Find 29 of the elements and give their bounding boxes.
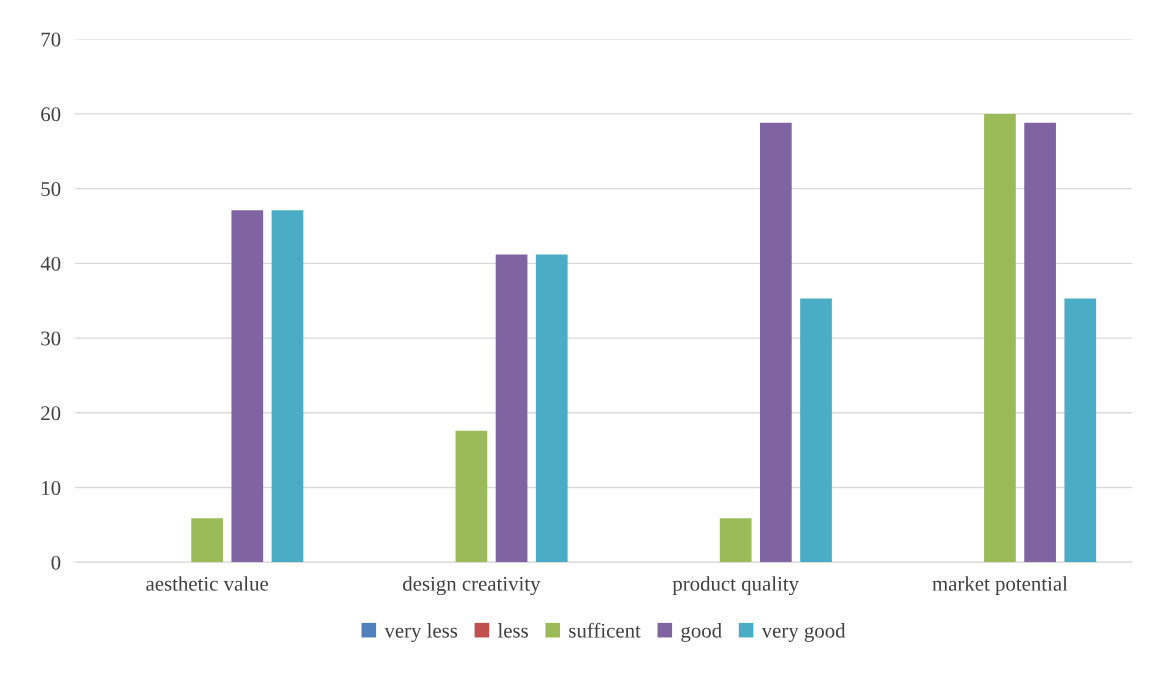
y-tick-label: 40 bbox=[40, 256, 61, 271]
y-tick-label: 60 bbox=[41, 107, 61, 122]
bar bbox=[495, 254, 528, 563]
bar bbox=[455, 430, 488, 563]
bar bbox=[231, 210, 264, 563]
legend-label: sufficent bbox=[569, 622, 641, 638]
x-tick-label: aesthetic value bbox=[146, 576, 269, 591]
bar bbox=[271, 210, 304, 563]
bar bbox=[535, 254, 568, 563]
bar bbox=[1024, 122, 1056, 563]
legend-label: less bbox=[497, 623, 528, 638]
bar bbox=[759, 122, 792, 563]
y-tick-label: 70 bbox=[41, 32, 61, 47]
y-tick-label: 50 bbox=[41, 181, 61, 197]
y-tick-label: 10 bbox=[42, 480, 61, 495]
y-tick-label: 20 bbox=[41, 406, 61, 421]
bar bbox=[984, 113, 1016, 563]
bar bbox=[719, 518, 752, 563]
x-tick-label: market potential bbox=[932, 576, 1068, 596]
bar bbox=[191, 518, 223, 563]
y-tick-label: 0 bbox=[51, 555, 61, 570]
bar bbox=[800, 298, 832, 563]
y-tick-label: 30 bbox=[41, 331, 61, 346]
x-tick-label: product quality bbox=[672, 576, 799, 596]
legend-label: very good bbox=[761, 623, 846, 642]
x-tick-label: design creativity bbox=[403, 576, 541, 596]
bar bbox=[1064, 298, 1097, 563]
legend-label: very less bbox=[384, 623, 458, 642]
legend-label: good bbox=[681, 623, 722, 642]
